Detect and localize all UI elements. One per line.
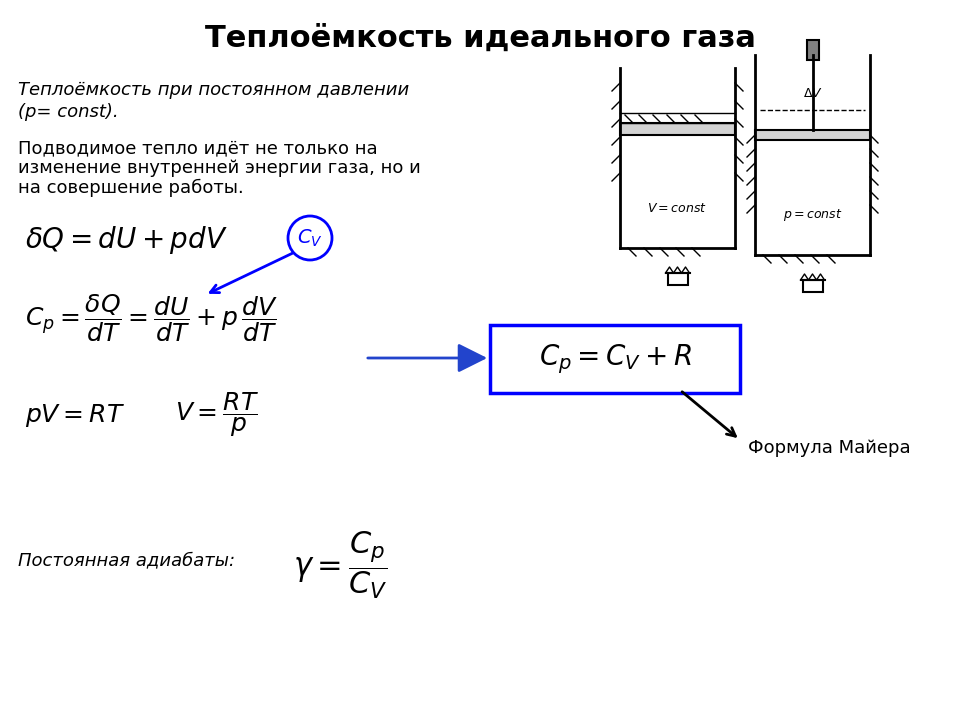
Bar xyxy=(490,325,740,393)
Bar xyxy=(620,123,735,135)
Text: Формула Майера: Формула Майера xyxy=(748,439,911,457)
Text: Теплоёмкость при постоянном давлении: Теплоёмкость при постоянном давлении xyxy=(18,81,409,99)
Bar xyxy=(806,40,819,60)
Text: $\gamma = \dfrac{C_p}{C_V}$: $\gamma = \dfrac{C_p}{C_V}$ xyxy=(293,529,387,601)
Text: Постоянная адиабаты:: Постоянная адиабаты: xyxy=(18,551,235,569)
Text: изменение внутренней энергии газа, но и: изменение внутренней энергии газа, но и xyxy=(18,159,420,177)
Text: $\Delta V$: $\Delta V$ xyxy=(803,86,823,99)
Text: $\delta Q = dU + pdV$: $\delta Q = dU + pdV$ xyxy=(25,224,228,256)
Text: $V = \dfrac{RT}{p}$: $V = \dfrac{RT}{p}$ xyxy=(175,390,259,439)
Bar xyxy=(803,280,823,292)
Text: $C_p = \dfrac{\delta Q}{dT} = \dfrac{dU}{dT} + p\,\dfrac{dV}{dT}$: $C_p = \dfrac{\delta Q}{dT} = \dfrac{dU}… xyxy=(25,292,278,344)
FancyArrowPatch shape xyxy=(368,346,484,371)
Bar xyxy=(755,130,870,140)
Text: на совершение работы.: на совершение работы. xyxy=(18,179,244,197)
Text: $V=const$: $V=const$ xyxy=(647,202,708,215)
Text: $C_p = C_V + R$: $C_p = C_V + R$ xyxy=(539,342,691,376)
Text: $C_V$: $C_V$ xyxy=(298,228,323,248)
Text: Подводимое тепло идёт не только на: Подводимое тепло идёт не только на xyxy=(18,139,377,157)
Text: (p= const).: (p= const). xyxy=(18,103,119,121)
Text: $pV = RT$: $pV = RT$ xyxy=(25,402,125,428)
Text: $p=const$: $p=const$ xyxy=(782,207,842,223)
Bar xyxy=(667,273,687,285)
Text: Теплоёмкость идеального газа: Теплоёмкость идеального газа xyxy=(204,24,756,53)
